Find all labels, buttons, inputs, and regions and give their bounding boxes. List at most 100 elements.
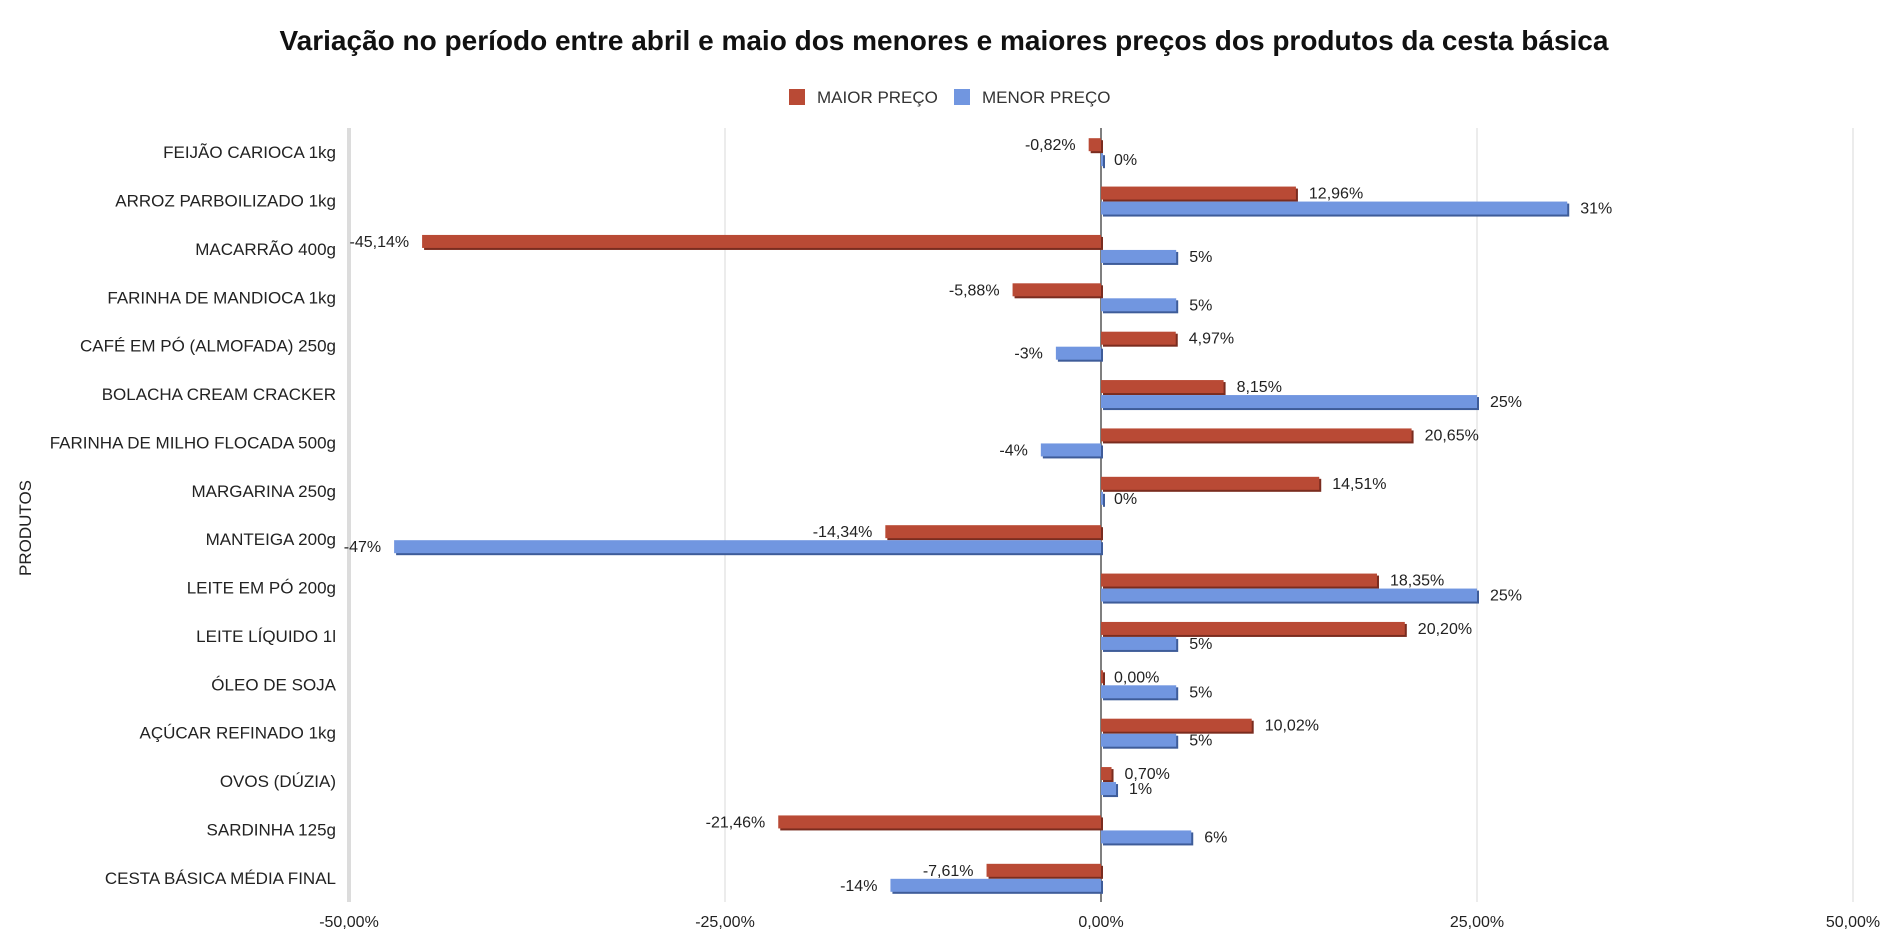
bar-menor-preco [1101, 153, 1103, 167]
x-tick-label: 25,00% [1450, 914, 1504, 931]
data-label: 20,20% [1418, 621, 1472, 638]
bar-shadow [1103, 493, 1105, 507]
bar-maior-preco [885, 525, 1101, 539]
category-label: SARDINHA 125g [207, 820, 336, 839]
data-label: -4% [999, 442, 1027, 459]
category-label: FEIJÃO CARIOCA 1kg [163, 143, 336, 162]
category-label: LEITE EM PÓ 200g [187, 579, 336, 598]
bar-menor-preco [1101, 249, 1177, 263]
data-label: -14% [840, 878, 877, 895]
data-label: -14,34% [813, 524, 873, 541]
data-label: -3% [1014, 346, 1042, 363]
data-label: 25% [1490, 588, 1522, 605]
category-label: CESTA BÁSICA MÉDIA FINAL [105, 869, 336, 888]
bar-maior-preco [986, 863, 1101, 877]
data-label: 5% [1189, 297, 1212, 314]
bar-maior-preco [1101, 476, 1320, 490]
x-tick-label: -25,00% [695, 914, 755, 931]
category-label: MACARRÃO 400g [195, 240, 336, 259]
data-label: 0% [1114, 491, 1137, 508]
bar-menor-preco [1101, 685, 1177, 699]
bar-menor-preco [890, 878, 1101, 892]
data-label: 5% [1189, 684, 1212, 701]
bars [394, 138, 1570, 894]
bar-menor-preco [1101, 491, 1103, 505]
data-label: 5% [1189, 249, 1212, 266]
chart-title: Variação no período entre abril e maio d… [280, 25, 1609, 56]
legend-label-menor: MENOR PREÇO [982, 88, 1110, 107]
data-label: 18,35% [1390, 573, 1444, 590]
category-label: ÓLEO DE SOJA [211, 675, 336, 694]
data-label: 10,02% [1265, 718, 1319, 735]
data-label: 0,00% [1114, 669, 1159, 686]
bar-menor-preco [1040, 443, 1101, 457]
data-label: 6% [1204, 829, 1227, 846]
legend-swatch-maior [789, 89, 805, 105]
x-axis-ticks: -50,00% -25,00% 0,00% 25,00% 50,00% [319, 914, 1880, 931]
category-label: MARGARINA 250g [191, 482, 336, 501]
bar-maior-preco [1101, 767, 1112, 781]
data-label: 0,70% [1125, 766, 1170, 783]
data-labels: -0,82% 0% 12,96% 31% -45,14% 5% -5,88% 5% 4,97% -… [344, 137, 1613, 895]
bar-menor-preco [1101, 298, 1177, 312]
bar-maior-preco [1012, 283, 1101, 297]
data-label: 20,65% [1425, 427, 1479, 444]
category-label: LEITE LÍQUIDO 1l [196, 627, 336, 646]
data-label: 12,96% [1309, 186, 1363, 203]
data-label: 1% [1129, 781, 1152, 798]
category-label: MANTEIGA 200g [206, 530, 336, 549]
bar-maior-preco [1101, 670, 1103, 684]
data-label: -5,88% [949, 282, 1000, 299]
bar-menor-preco [1055, 346, 1101, 360]
legend: MAIOR PREÇO MENOR PREÇO [789, 88, 1110, 107]
bar-maior-preco [1101, 331, 1176, 345]
data-label: 5% [1189, 733, 1212, 750]
category-labels: FEIJÃO CARIOCA 1kg ARROZ PARBOILIZADO 1kg… [50, 143, 337, 888]
bar-menor-preco [1101, 830, 1192, 844]
bar-maior-preco [1101, 621, 1405, 635]
data-label: 8,15% [1237, 379, 1282, 396]
category-label: AÇÚCAR REFINADO 1kg [140, 724, 336, 743]
x-tick-label: 0,00% [1078, 914, 1123, 931]
bar-maior-preco [1101, 428, 1412, 442]
data-label: -21,46% [706, 814, 766, 831]
legend-label-maior: MAIOR PREÇO [817, 88, 938, 107]
legend-swatch-menor [954, 89, 970, 105]
bar-menor-preco [1101, 395, 1477, 409]
bar-menor-preco [1101, 636, 1177, 650]
data-label: 0% [1114, 152, 1137, 169]
data-label: 4,97% [1189, 331, 1234, 348]
category-label: BOLACHA CREAM CRACKER [102, 385, 336, 404]
bar-maior-preco [422, 234, 1102, 248]
bar-menor-preco [1101, 782, 1117, 796]
data-label: -47% [344, 539, 381, 556]
category-label: FARINHA DE MANDIOCA 1kg [107, 288, 336, 307]
data-label: -0,82% [1025, 137, 1076, 154]
data-label: 25% [1490, 394, 1522, 411]
bar-maior-preco [1101, 573, 1377, 587]
bar-maior-preco [1088, 138, 1101, 152]
bar-menor-preco [1101, 733, 1177, 747]
data-label: -45,14% [350, 234, 410, 251]
category-label: FARINHA DE MILHO FLOCADA 500g [50, 433, 336, 452]
bar-maior-preco [1101, 380, 1224, 394]
category-label: ARROZ PARBOILIZADO 1kg [115, 192, 336, 211]
bar-menor-preco [394, 540, 1101, 554]
bar-maior-preco [778, 815, 1101, 829]
x-tick-label: -50,00% [319, 914, 379, 931]
data-label: 31% [1580, 201, 1612, 218]
bar-shadow [1103, 672, 1105, 686]
bar-maior-preco [1101, 718, 1252, 732]
bar-shadow [1103, 155, 1105, 169]
bar-menor-preco [1101, 201, 1568, 215]
y-axis-title: PRODUTOS [16, 480, 35, 576]
category-label: CAFÉ EM PÓ (ALMOFADA) 250g [80, 337, 336, 356]
data-label: 14,51% [1332, 476, 1386, 493]
bar-maior-preco [1101, 186, 1296, 200]
data-label: 5% [1189, 636, 1212, 653]
bar-menor-preco [1101, 588, 1477, 602]
category-label: OVOS (DÚZIA) [220, 772, 336, 791]
x-tick-label: 50,00% [1826, 914, 1880, 931]
data-label: -7,61% [923, 863, 974, 880]
